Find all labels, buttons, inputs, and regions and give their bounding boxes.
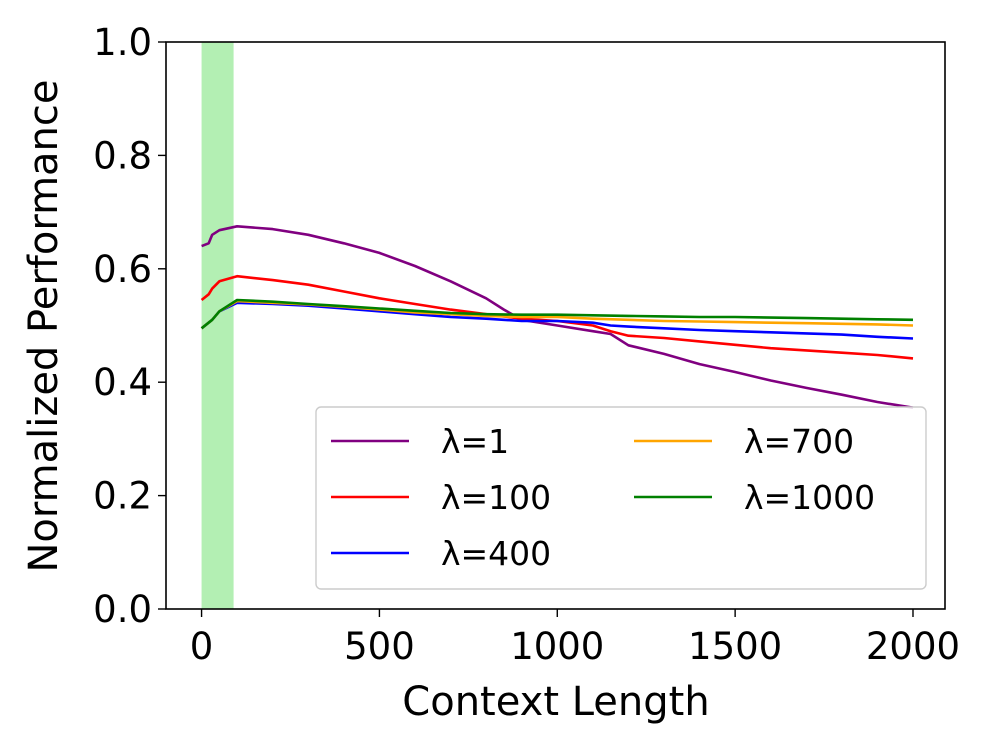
x-axis-label: Context Length: [402, 679, 709, 725]
y-tick-label: 0.6: [93, 248, 152, 291]
legend-label-2: λ=100: [441, 478, 551, 517]
y-tick-label: 0.8: [93, 134, 152, 177]
plot-frame: [165, 41, 946, 610]
y-axis-ticks: 0.0 0.2 0.4 0.6 0.8 1.0: [93, 21, 166, 631]
series-line-5: [200, 298, 914, 330]
x-tick-label: 0: [190, 625, 214, 668]
x-tick-label: 1000: [510, 625, 604, 668]
y-tick-label: 1.0: [93, 21, 152, 64]
legend: λ=1 λ=100 λ=400 λ=700 λ=1000: [315, 406, 927, 590]
x-tick-label: 2000: [866, 625, 960, 668]
y-axis-label: Normalized Performance: [21, 79, 67, 572]
legend-label-4: λ=700: [744, 422, 854, 461]
x-axis-ticks: 0 500 1000 1500 2000: [190, 609, 960, 668]
legend-label-1: λ=1: [441, 422, 509, 461]
x-tick-label: 1500: [688, 625, 782, 668]
x-tick-label: 500: [344, 625, 415, 668]
series-layer: [200, 225, 914, 409]
y-tick-label: 0.0: [93, 588, 152, 631]
y-tick-label: 0.4: [93, 361, 152, 404]
series-line-2: [200, 274, 914, 360]
y-tick-label: 0.2: [93, 475, 152, 518]
legend-box: [315, 406, 927, 590]
legend-label-5: λ=1000: [744, 478, 875, 517]
legend-label-3: λ=400: [441, 534, 551, 573]
